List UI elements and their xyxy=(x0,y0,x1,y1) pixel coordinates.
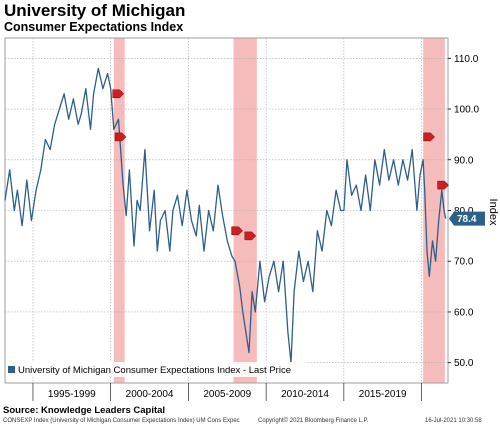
source-note: Source: Knowledge Leaders Capital xyxy=(3,405,166,416)
x-tick-label: 2000-2004 xyxy=(126,389,174,400)
legend-swatch xyxy=(8,366,15,373)
x-axis-ticks: 1995-1999 2000-2004 2005-2009 2010-2014 2015… xyxy=(32,383,422,401)
series-line-0 xyxy=(4,67,447,364)
x-tick-label: 2010-2014 xyxy=(281,389,329,400)
y-tick-label: 50.0 xyxy=(454,358,474,369)
y-tick-label: 110.0 xyxy=(454,54,479,65)
y-axis-label: Index xyxy=(487,199,499,226)
y-tick-label: 80.0 xyxy=(454,206,474,217)
recession-marker-2 xyxy=(231,226,243,236)
recession-marker-4 xyxy=(423,132,435,142)
y-tick-label: 90.0 xyxy=(454,155,474,166)
legend-label: University of Michigan Consumer Expectat… xyxy=(18,365,291,376)
footer-copyright: Copyright© 2021 Bloomberg Finance L.P. xyxy=(258,418,369,424)
recession-marker-3 xyxy=(244,231,257,241)
y-axis-ticks: 50.0 60.0 70.0 80.0 90.0 100.0 110.0 xyxy=(448,54,479,369)
x-tick-label: 2005-2009 xyxy=(203,389,251,400)
x-tick-label: 2015-2019 xyxy=(359,389,407,400)
chart-title: University of Michigan xyxy=(4,1,186,20)
y-tick-label: 100.0 xyxy=(454,105,479,116)
last-value-label: 78.4 xyxy=(457,214,477,225)
recession-marker-1 xyxy=(114,132,127,142)
last-value-tag-shape xyxy=(449,211,485,226)
footer-ticker: CONSEXP Index (University of Michigan Co… xyxy=(3,418,240,424)
series-lines xyxy=(4,67,447,364)
legend-box xyxy=(6,362,306,377)
chart-subtitle: Consumer Expectations Index xyxy=(4,20,184,34)
recession-marker-0 xyxy=(112,89,125,99)
x-tick-label: 1995-1999 xyxy=(48,389,96,400)
last-value-tag: 78.4 xyxy=(449,211,485,226)
gridlines xyxy=(5,38,448,383)
recession-markers xyxy=(112,89,449,241)
recession-marker-5 xyxy=(437,180,449,190)
y-tick-label: 70.0 xyxy=(454,257,474,268)
y-tick-label: 60.0 xyxy=(454,307,474,318)
legend: University of Michigan Consumer Expectat… xyxy=(6,362,306,377)
footer-timestamp: 16-Jul-2021 10:30:58 xyxy=(425,418,482,424)
